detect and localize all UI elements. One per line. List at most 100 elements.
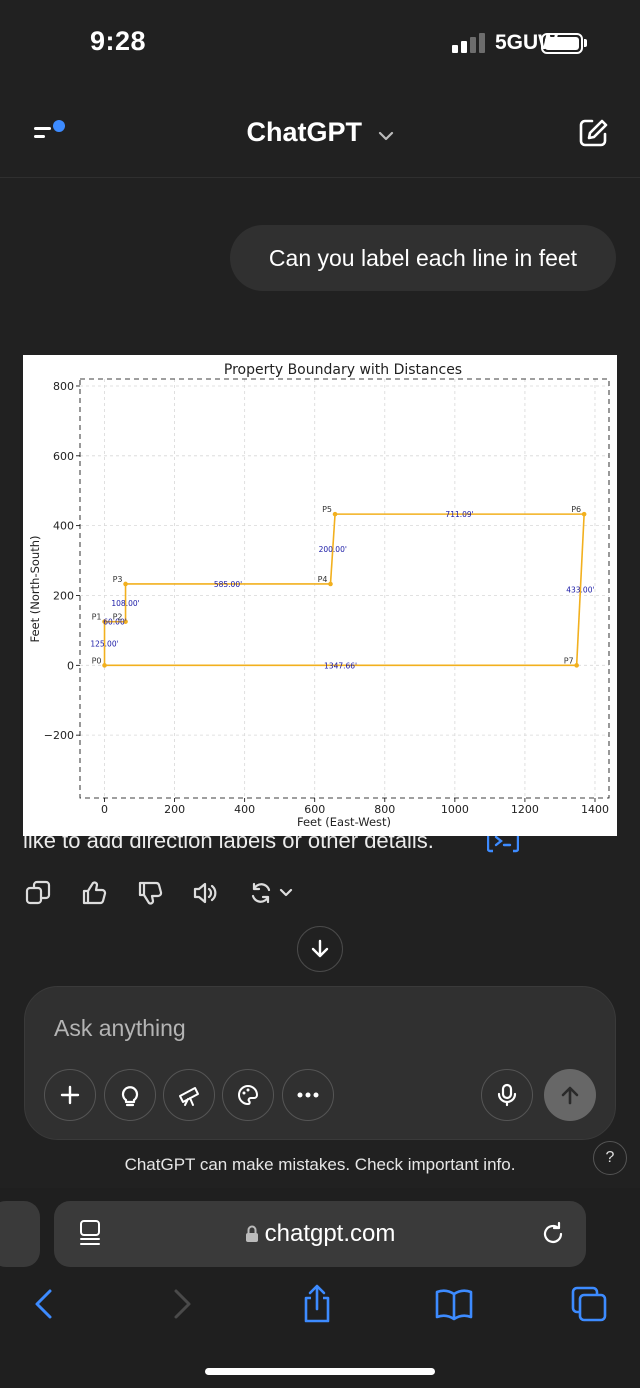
plus-icon <box>60 1085 80 1105</box>
compose-icon[interactable] <box>577 117 609 149</box>
back-icon[interactable] <box>26 1286 62 1322</box>
plot-frame <box>79 378 610 799</box>
previous-tab[interactable] <box>0 1201 40 1267</box>
scroll-down-button[interactable] <box>297 926 343 972</box>
boundary-point <box>574 663 579 668</box>
edge-length-label: 711.09' <box>445 510 473 519</box>
chart-ticks: 0 200 400 600 800 1000 1200 1400 −200 0 200 400 600 8… <box>44 380 609 816</box>
think-button[interactable] <box>104 1069 156 1121</box>
point-label: P6 <box>571 505 581 514</box>
share-icon[interactable] <box>299 1284 335 1323</box>
x-tick-label: 1200 <box>511 803 539 816</box>
edge-length-label: 585.00' <box>214 580 242 589</box>
reload-icon[interactable] <box>540 1220 566 1253</box>
y-tick-label: −200 <box>44 729 74 742</box>
thumbs-down-icon[interactable] <box>137 880 163 906</box>
y-tick-label: 0 <box>67 659 74 672</box>
battery-cap <box>584 39 587 47</box>
add-attachment-button[interactable] <box>44 1069 96 1121</box>
x-tick-label: 0 <box>101 803 108 816</box>
point-label: P5 <box>322 505 332 514</box>
arrow-up-icon <box>561 1086 579 1105</box>
boundary-point <box>102 619 107 624</box>
x-tick-label: 600 <box>304 803 325 816</box>
point-label: P3 <box>113 575 123 584</box>
chart-grid <box>80 379 609 798</box>
boundary-point <box>328 581 333 587</box>
chevron-down-icon <box>378 118 394 149</box>
model-selector[interactable]: ChatGPT <box>0 117 640 149</box>
point-label: P4 <box>318 575 328 584</box>
boundary-lines <box>103 513 585 667</box>
edge-length-label: 1347.66' <box>324 661 357 670</box>
url-display: chatgpt.com <box>0 1220 640 1250</box>
x-tick-label: 800 <box>374 803 395 816</box>
message-actions <box>25 880 297 906</box>
more-icon <box>297 1092 319 1098</box>
boundary-points <box>102 511 587 668</box>
telescope-icon <box>179 1087 199 1106</box>
palette-icon <box>238 1084 259 1106</box>
boundary-point <box>123 619 128 624</box>
menu-icon[interactable] <box>33 119 67 145</box>
property-boundary-chart[interactable]: Property Boundary with Distances 0 200 400… <box>23 355 617 836</box>
x-tick-label: 400 <box>234 803 255 816</box>
battery-icon <box>541 33 583 54</box>
tab-overview-icon[interactable] <box>78 1219 102 1254</box>
point-label: P1 <box>92 613 102 622</box>
boundary-point <box>332 511 338 517</box>
edge-length-label: 60.00' <box>103 618 127 627</box>
boundary-segment <box>329 514 336 585</box>
user-message-bubble: Can you label each line in feet <box>230 225 616 291</box>
x-tick-label: 200 <box>164 803 185 816</box>
page-title: ChatGPT <box>246 117 362 147</box>
x-axis-label: Feet (East-West) <box>297 815 391 829</box>
image-button[interactable] <box>222 1069 274 1121</box>
boundary-point <box>123 581 128 587</box>
y-tick-label: 400 <box>53 520 74 533</box>
voice-input-button[interactable] <box>481 1069 533 1121</box>
send-button[interactable] <box>544 1069 596 1121</box>
point-label: P7 <box>564 656 574 665</box>
point-label: P2 <box>113 613 123 622</box>
user-message-text: Can you label each line in feet <box>268 244 578 271</box>
status-time: 9:28 <box>90 26 147 56</box>
chart-svg: Property Boundary with Distances 0 200 400… <box>28 362 610 829</box>
forward-icon[interactable] <box>164 1286 200 1322</box>
edge-labels: 125.00' 60.00' 108.00' 585.00' 200.00' 711.09… <box>90 510 594 670</box>
app-header <box>0 96 640 178</box>
boundary-segment <box>575 514 585 666</box>
tabs-icon[interactable] <box>571 1286 607 1322</box>
more-tools-button[interactable] <box>282 1069 334 1121</box>
help-button[interactable]: ? <box>593 1141 627 1175</box>
bookmarks-icon[interactable] <box>434 1286 474 1322</box>
y-tick-label: 600 <box>53 450 74 463</box>
point-label: P0 <box>92 656 102 665</box>
lightbulb-icon <box>121 1086 139 1107</box>
disclaimer-text: ChatGPT can make mistakes. Check importa… <box>124 1155 516 1174</box>
y-tick-label: 800 <box>53 380 74 393</box>
regenerate-icon[interactable] <box>249 880 297 906</box>
address-bar[interactable] <box>54 1201 586 1267</box>
edge-length-label: 200.00' <box>319 545 347 554</box>
signal-icon <box>452 33 485 53</box>
copy-icon[interactable] <box>25 880 51 906</box>
speaker-icon[interactable] <box>193 880 219 906</box>
url-text: chatgpt.com <box>264 1220 396 1247</box>
mic-icon <box>497 1083 517 1107</box>
x-tick-label: 1400 <box>581 803 609 816</box>
home-indicator <box>205 1368 435 1375</box>
y-axis-label: Feet (North-South) <box>28 535 42 642</box>
thumbs-up-icon[interactable] <box>81 880 107 906</box>
boundary-point <box>102 663 107 668</box>
message-input[interactable]: Ask anything <box>54 1015 186 1041</box>
y-tick-label: 200 <box>53 589 74 602</box>
x-tick-label: 1000 <box>441 803 469 816</box>
lock-icon <box>245 1222 259 1250</box>
research-button[interactable] <box>163 1069 215 1121</box>
edge-length-label: 433.00' <box>566 586 594 595</box>
edge-length-label: 125.00' <box>90 639 118 648</box>
edge-length-label: 108.00' <box>111 599 139 608</box>
boundary-point <box>581 511 587 517</box>
arrow-down-icon <box>311 939 329 958</box>
